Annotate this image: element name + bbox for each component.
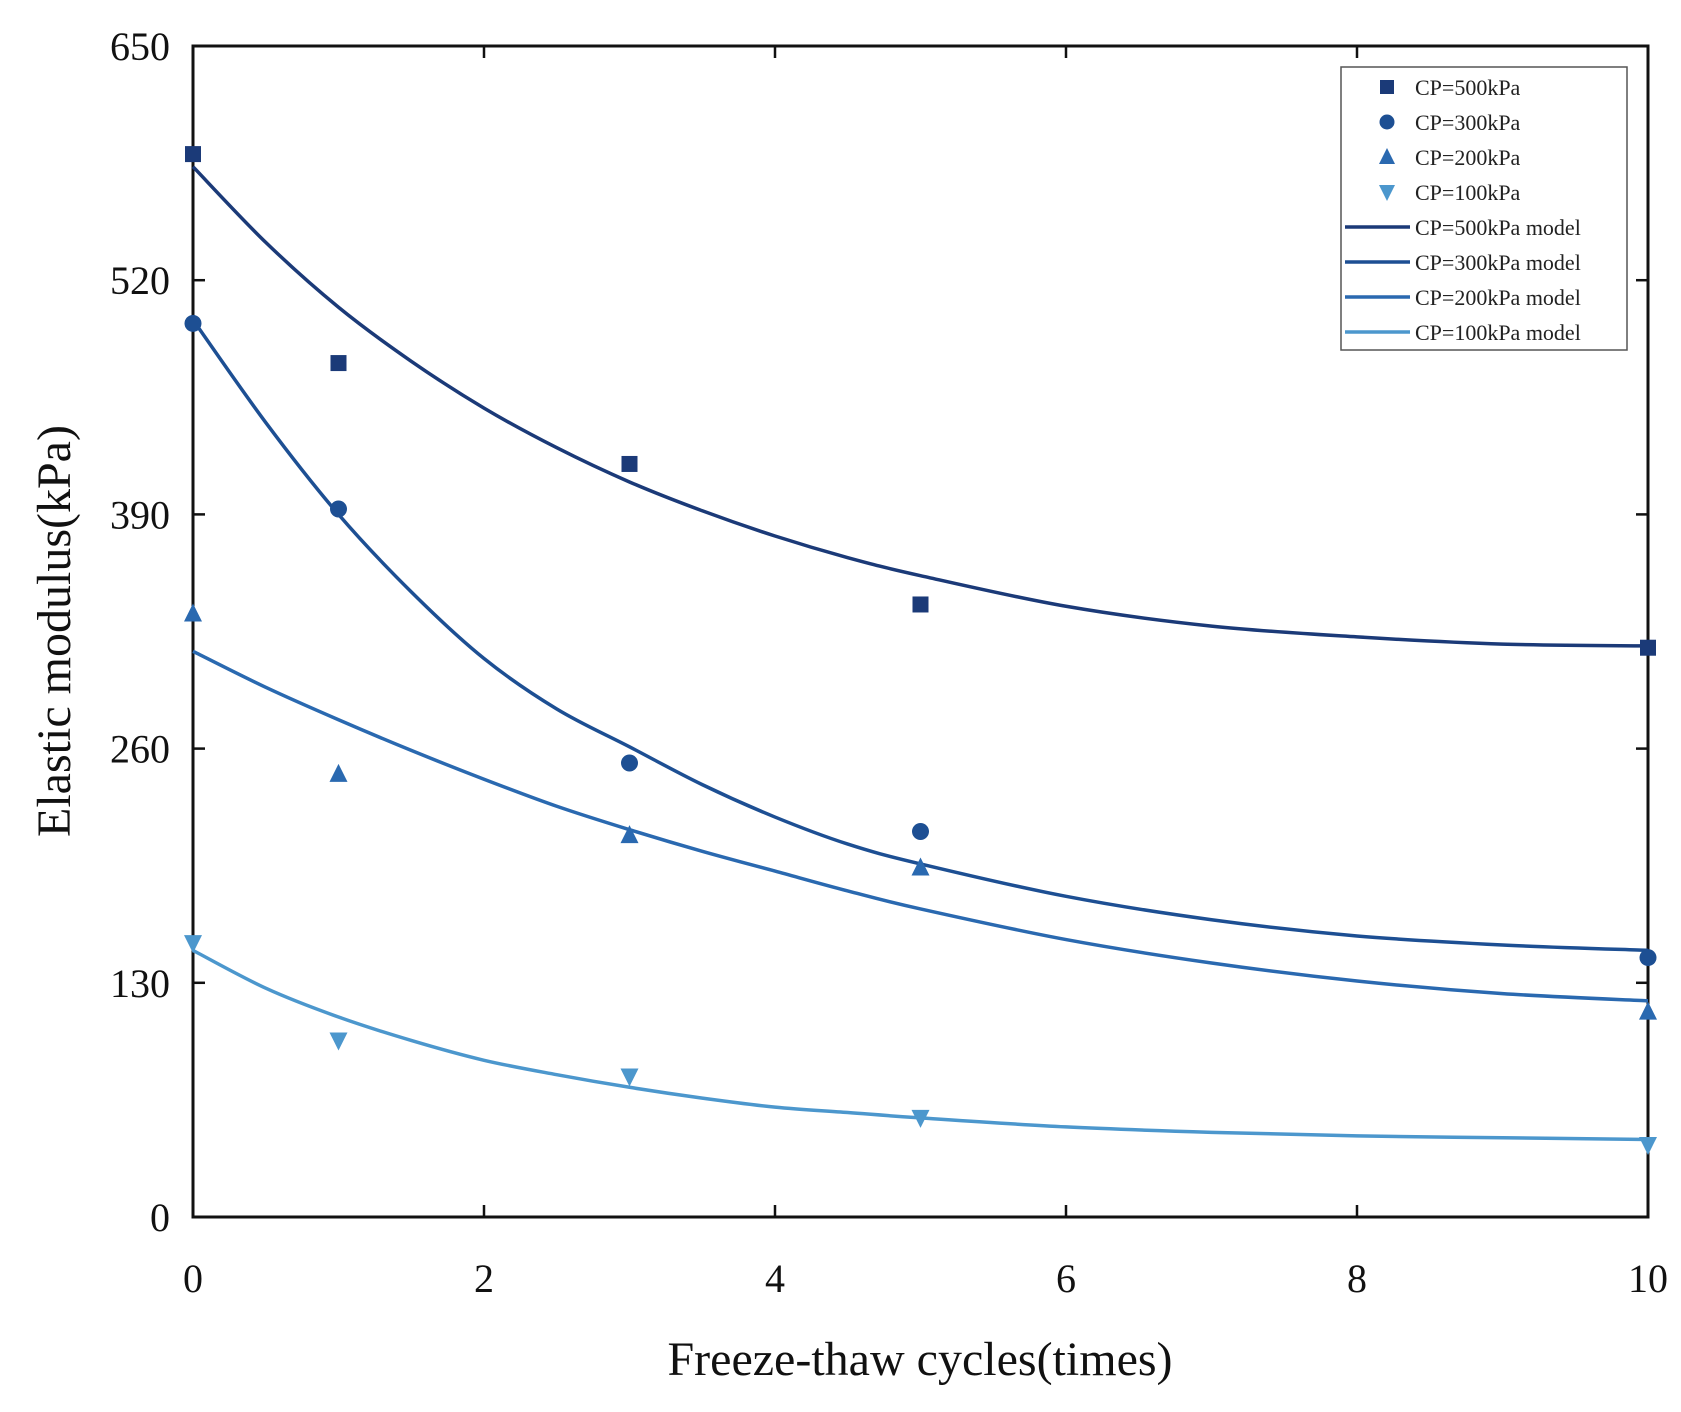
x-axis-title: Freeze-thaw cycles(times)	[667, 1333, 1172, 1386]
x-tick-label: 2	[474, 1256, 494, 1301]
data-point-0-2	[621, 455, 638, 472]
data-point-3-4	[1639, 1136, 1657, 1155]
legend-marker-2	[1379, 148, 1395, 164]
model-curves	[191, 165, 1649, 1142]
x-tick-label: 6	[1056, 1256, 1076, 1301]
legend-label: CP=300kPa model	[1415, 250, 1581, 275]
y-tick-label: 520	[110, 258, 170, 303]
plot-frame	[191, 44, 1650, 1219]
data-point-3-3	[911, 1109, 930, 1128]
data-point-1-2	[621, 754, 638, 772]
data-point-0-3	[912, 596, 929, 613]
x-tick-label: 8	[1347, 1256, 1367, 1301]
y-tick-label: 0	[150, 1195, 170, 1240]
legend-marker-0	[1380, 80, 1394, 94]
legend-label: CP=500kPa model	[1415, 215, 1581, 240]
data-point-0-0	[185, 146, 201, 163]
x-tick-label: 0	[183, 1256, 203, 1301]
data-point-1-0	[184, 314, 202, 332]
data-point-1-3	[912, 822, 929, 840]
data-point-1-4	[1639, 949, 1657, 967]
data-point-2-0	[184, 603, 202, 622]
data-point-2-3	[911, 857, 930, 876]
data-markers	[184, 146, 1657, 1155]
legend-label: CP=500kPa	[1415, 75, 1521, 100]
legend-label: CP=100kPa model	[1415, 320, 1581, 345]
data-point-2-2	[620, 825, 639, 844]
y-tick-label: 130	[110, 961, 170, 1006]
data-point-0-1	[330, 355, 347, 372]
legend-box	[1340, 66, 1628, 351]
model-curve-3	[192, 948, 1649, 1142]
y-tick-label: 390	[110, 492, 170, 537]
y-tick-label: 650	[110, 24, 170, 69]
x-tick-label: 4	[765, 1256, 785, 1301]
data-point-3-0	[184, 935, 202, 954]
axis-ticks: 0 2 4 6 8 10 0 130 260 390 520 650	[110, 24, 1668, 1301]
x-tick-label: 10	[1628, 1256, 1668, 1301]
data-point-3-1	[329, 1032, 348, 1051]
legend: CP=500kPa CP=300kPa CP=200kPa CP=100kPa CP=5…	[1340, 66, 1628, 351]
model-curve-1	[191, 318, 1649, 953]
legend-label: CP=200kPa	[1415, 145, 1521, 170]
model-curve-0	[191, 165, 1649, 648]
legend-marker-1	[1379, 114, 1395, 130]
legend-label: CP=200kPa model	[1415, 285, 1581, 310]
data-point-0-4	[1640, 639, 1656, 656]
data-point-2-4	[1639, 1001, 1657, 1020]
legend-marker-3	[1379, 185, 1395, 201]
y-axis-title: Elastic modulus(kPa)	[28, 425, 81, 837]
model-curve-2	[192, 649, 1649, 1003]
y-tick-label: 260	[110, 727, 170, 772]
legend-label: CP=300kPa	[1415, 110, 1521, 135]
data-point-1-1	[330, 500, 347, 518]
legend-label: CP=100kPa	[1415, 180, 1521, 205]
data-point-3-2	[620, 1068, 639, 1087]
data-point-2-1	[329, 763, 348, 782]
